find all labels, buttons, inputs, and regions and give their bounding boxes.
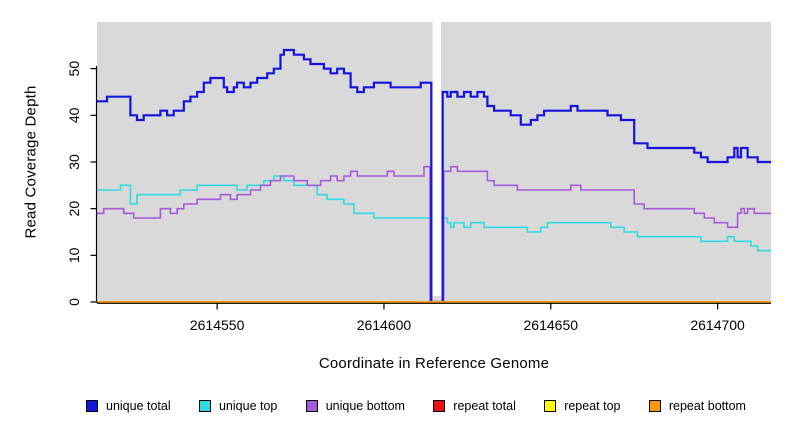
y-tick-label: 0 (66, 298, 82, 306)
x-tick-label: 2614700 (690, 317, 745, 333)
legend-swatch-unique-top (198, 400, 211, 412)
x-tick-label: 2614600 (357, 317, 412, 333)
x-tick-label: 2614650 (524, 317, 579, 333)
series-line-unique-bottom (97, 165, 771, 303)
y-tick-label: 20 (66, 201, 82, 217)
legend-label: repeat top (564, 399, 621, 413)
legend-item-repeat-total: repeat total (433, 399, 516, 413)
series-line-unique-total (97, 48, 771, 304)
legend-label: unique bottom (325, 399, 405, 413)
x-tick-label: 2614550 (190, 317, 245, 333)
legend-swatch-repeat-bottom (648, 400, 661, 412)
coverage-gap-mask (432, 20, 441, 296)
legend-label: repeat total (453, 399, 516, 413)
legend-label: repeat bottom (668, 399, 746, 413)
legend-swatch-repeat-total (433, 400, 446, 412)
y-tick-label: 50 (66, 61, 82, 77)
legend-label: unique top (218, 399, 278, 413)
legend-item-repeat-bottom: repeat bottom (648, 399, 746, 413)
x-axis-title: Coordinate in Reference Genome (318, 355, 550, 372)
y-tick-label: 10 (66, 247, 82, 263)
legend: unique total unique top unique bottom repea… (86, 399, 746, 413)
legend-label: unique total (106, 399, 171, 413)
legend-swatch-repeat-top (544, 400, 557, 412)
y-tick-label: 40 (66, 107, 82, 123)
legend-swatch-unique-bottom (305, 400, 318, 412)
legend-item-repeat-top: repeat top (544, 399, 620, 413)
y-axis-title: Read Coverage Depth (22, 85, 40, 239)
legend-item-unique-top: unique top (198, 399, 278, 413)
legend-swatch-unique-total (86, 400, 98, 412)
legend-item-unique-total: unique total (86, 399, 171, 413)
legend-item-unique-bottom: unique bottom (305, 399, 405, 413)
y-tick-label: 30 (66, 154, 82, 170)
